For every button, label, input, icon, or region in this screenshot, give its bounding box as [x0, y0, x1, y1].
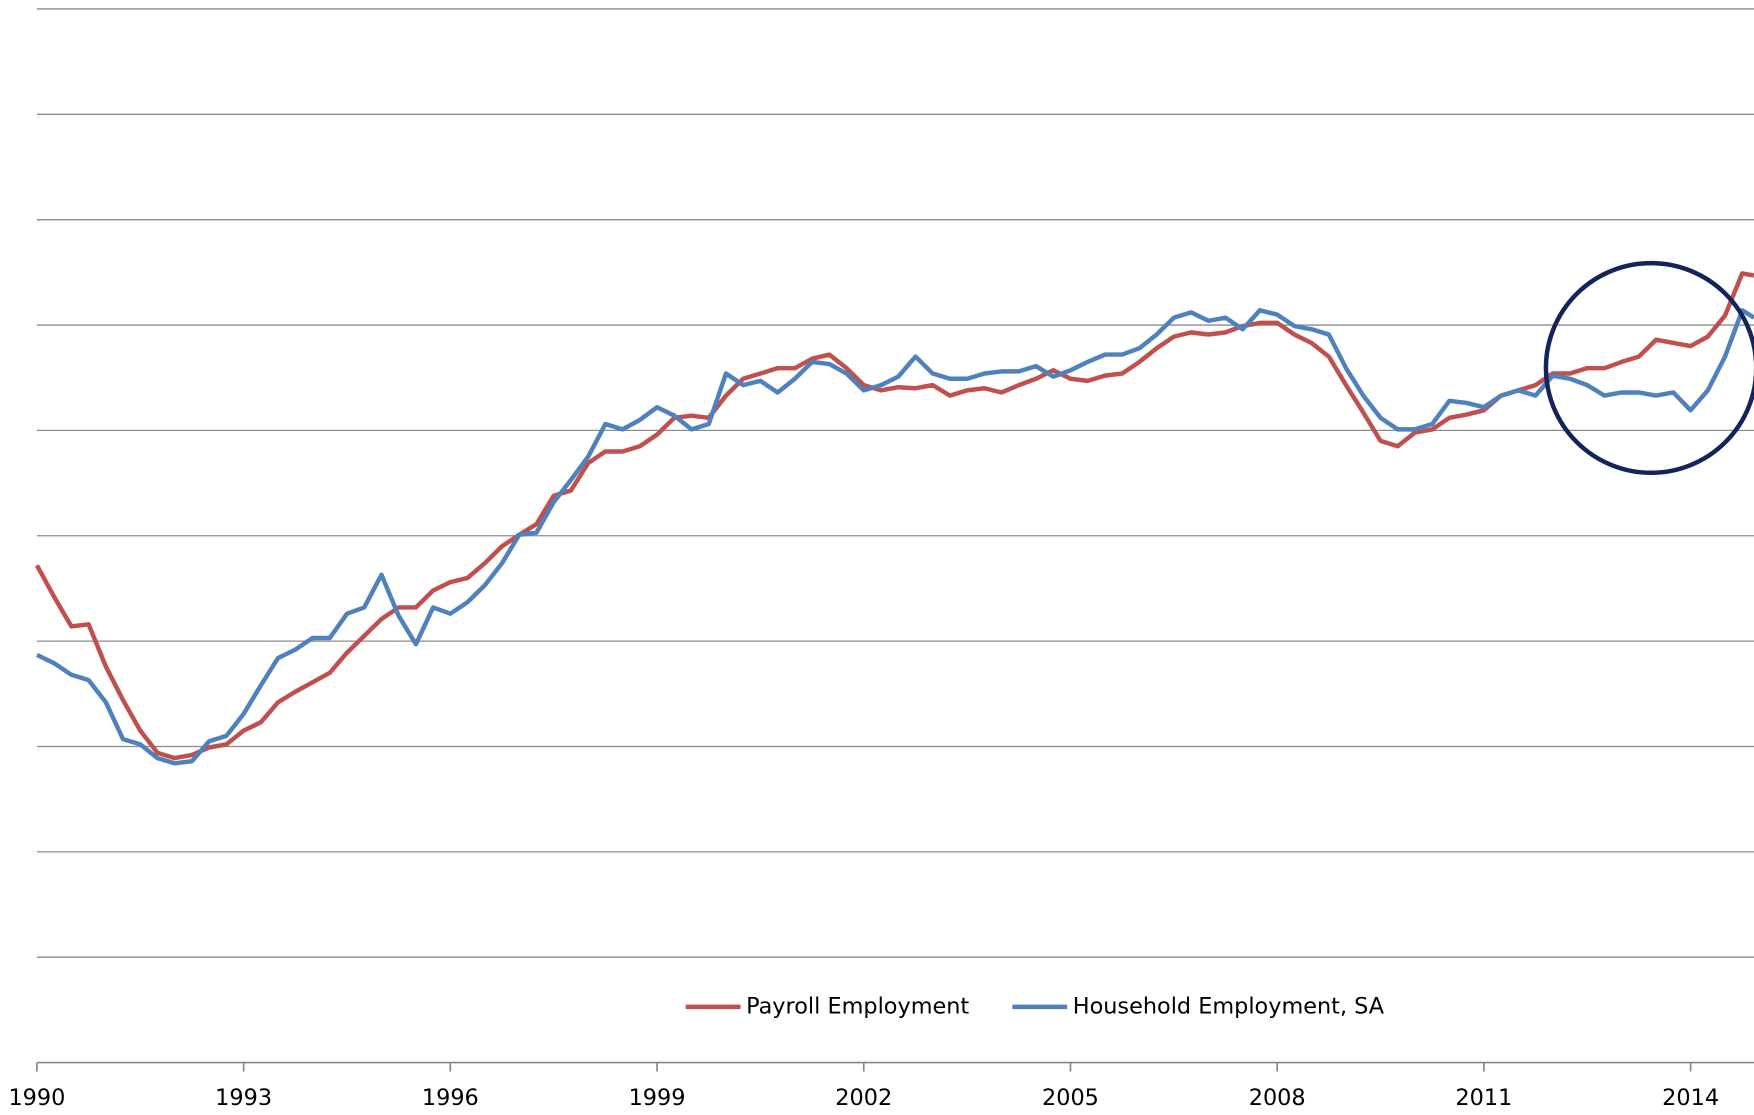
x-tick-label: 2005 — [1042, 1085, 1099, 1111]
series-line — [35, 308, 1754, 766]
grid — [36, 8, 1754, 958]
x-axis: 1990 1993 1996 1999 2002 2005 2008 2011 2014 — [8, 1061, 1754, 1111]
x-tick-label: 1990 — [8, 1085, 65, 1111]
lines — [34, 271, 1754, 766]
x-tick-label: 2008 — [1249, 1085, 1306, 1111]
x-tick-label: 2011 — [1455, 1085, 1512, 1111]
highlight-circle — [1543, 260, 1754, 475]
x-tick-label: 1999 — [629, 1085, 686, 1111]
x-tick-label: 2014 — [1662, 1085, 1719, 1111]
x-tick-label: 1996 — [422, 1085, 479, 1111]
series-line — [34, 271, 1754, 761]
legend-label: Payroll Employment — [746, 993, 969, 1019]
legend-label: Household Employment, SA — [1073, 993, 1385, 1019]
x-tick-label: 1993 — [215, 1085, 272, 1111]
legend: Payroll Employment Household Employment, … — [685, 993, 1385, 1019]
x-tick-label: 2002 — [835, 1085, 892, 1111]
